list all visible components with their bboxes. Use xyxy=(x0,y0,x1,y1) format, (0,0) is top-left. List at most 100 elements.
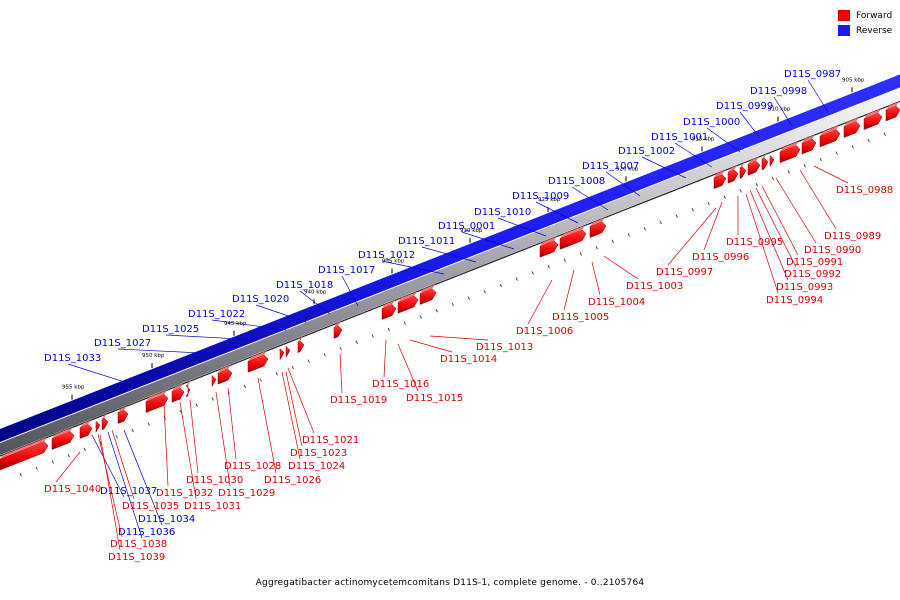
forward-gene-top xyxy=(560,225,585,239)
minor-tick xyxy=(259,378,262,382)
reverse-gene-label: D11S_1022 xyxy=(188,309,245,320)
minor-tick xyxy=(291,365,294,370)
forward-gene-pointer xyxy=(215,391,231,487)
forward-gene-top xyxy=(334,321,341,328)
forward-gene-arrow xyxy=(863,112,883,130)
forward-gene-label: D11S_1038 xyxy=(110,539,167,550)
reverse-gene-label: D11S_1027 xyxy=(94,338,151,349)
forward-gene-label: D11S_0988 xyxy=(836,185,893,196)
minor-tick xyxy=(579,252,582,256)
forward-gene-arrow xyxy=(769,155,775,168)
minor-tick xyxy=(515,277,518,281)
minor-tick xyxy=(787,170,790,174)
legend: Forward Reverse xyxy=(838,8,892,38)
reverse-gene-pointer xyxy=(739,111,761,139)
scale-tick-label: 925 kbp xyxy=(538,197,561,203)
minor-tick xyxy=(531,271,534,275)
reverse-gene-label: D11S_1000 xyxy=(683,117,740,128)
forward-gene-arrow xyxy=(727,169,739,184)
reverse-gene-pointer xyxy=(117,348,223,355)
minor-tick xyxy=(771,176,774,181)
reverse-gene-pointer xyxy=(773,96,793,127)
forward-gene-label: D11S_1028 xyxy=(224,461,281,472)
forward-gene-pointer xyxy=(563,269,575,311)
forward-gene-arrow xyxy=(747,160,761,176)
forward-gene-label: D11S_0994 xyxy=(766,295,823,306)
minor-tick xyxy=(563,258,566,263)
forward-gene-top xyxy=(186,380,191,386)
legend-forward-label: Forward xyxy=(856,10,893,21)
reverse-gene-pointer xyxy=(211,319,287,331)
forward-gene-arrow xyxy=(713,174,727,190)
minor-tick xyxy=(819,157,822,162)
forward-gene-top xyxy=(52,427,73,439)
forward-gene-label: D11S_0997 xyxy=(656,267,713,278)
reverse-gene-pointer xyxy=(381,260,445,275)
forward-gene-top xyxy=(728,165,737,173)
minor-tick xyxy=(707,201,710,206)
forward-gene-pointer xyxy=(397,343,419,392)
reverse-gene-label: D11S_0001 xyxy=(438,221,495,232)
forward-gene-pointer xyxy=(813,165,849,184)
forward-gene-top xyxy=(762,153,767,159)
minor-tick xyxy=(115,435,118,439)
scale-tick-label: 910 kbp xyxy=(768,106,791,112)
forward-gene-label: D11S_1019 xyxy=(330,395,387,406)
forward-gene-label: D11S_0991 xyxy=(786,257,843,268)
forward-gene-label: D11S_1013 xyxy=(476,342,533,353)
reverse-gene-label: D11S_1012 xyxy=(358,250,415,261)
scale-tick-label: 940 kbp xyxy=(304,289,327,295)
minor-tick xyxy=(371,334,374,338)
forward-gene-pointer xyxy=(111,429,135,500)
forward-gene-label: D11S_1004 xyxy=(588,297,645,308)
forward-gene-pointer xyxy=(163,403,169,487)
genome-axis-edge xyxy=(0,100,900,457)
forward-gene-top xyxy=(218,364,231,374)
legend-reverse-label: Reverse xyxy=(856,25,893,36)
minor-tick xyxy=(451,302,454,307)
forward-gene-arrow xyxy=(101,417,109,431)
forward-gene-top xyxy=(382,300,395,309)
minor-tick xyxy=(739,189,742,193)
forward-gene-pointer xyxy=(55,451,81,483)
minor-tick xyxy=(195,403,198,407)
forward-gene-arrow xyxy=(145,394,169,413)
scale-tick-label: 950 kbp xyxy=(142,353,165,359)
forward-gene-label: D11S_0996 xyxy=(692,252,749,263)
forward-gene-top xyxy=(844,117,859,127)
forward-gene-top xyxy=(748,156,759,165)
minor-tick xyxy=(611,239,614,244)
forward-gene-label: D11S_1029 xyxy=(218,488,275,499)
forward-gene-pointer xyxy=(287,367,315,434)
forward-gene-pointer xyxy=(429,335,489,341)
forward-gene-arrow xyxy=(95,420,101,434)
forward-gene-pointer xyxy=(775,177,817,244)
forward-gene-label: D11S_0990 xyxy=(804,245,861,256)
reverse-gene-label: D11S_0998 xyxy=(750,86,807,97)
forward-gene-pointer xyxy=(799,169,837,230)
forward-gene-arrow xyxy=(0,441,49,471)
minor-tick xyxy=(435,308,438,313)
minor-tick xyxy=(339,346,342,351)
minor-tick xyxy=(835,151,838,155)
forward-gene-label: D11S_0992 xyxy=(784,269,841,280)
forward-gene-label: D11S_1031 xyxy=(184,501,241,512)
reverse-gene-pointer xyxy=(299,290,331,315)
forward-gene-label: D11S_1030 xyxy=(186,475,243,486)
reverse-gene-pointer xyxy=(535,201,579,224)
minor-tick xyxy=(723,195,726,199)
scale-tick-label: 955 kbp xyxy=(62,385,85,391)
forward-gene-label: D11S_0995 xyxy=(726,237,783,248)
forward-gene-pointer xyxy=(281,371,301,460)
forward-gene-label: D11S_0989 xyxy=(824,231,881,242)
minor-tick xyxy=(691,208,694,212)
forward-gene-label: D11S_1026 xyxy=(264,475,321,486)
forward-gene-pointer xyxy=(383,339,387,378)
forward-gene-pointer xyxy=(409,339,453,353)
minor-tick xyxy=(803,164,806,168)
reverse-gene-pointer xyxy=(641,156,687,179)
genome-axis xyxy=(0,88,900,456)
forward-gene-top xyxy=(102,413,107,419)
minor-tick xyxy=(595,245,598,250)
